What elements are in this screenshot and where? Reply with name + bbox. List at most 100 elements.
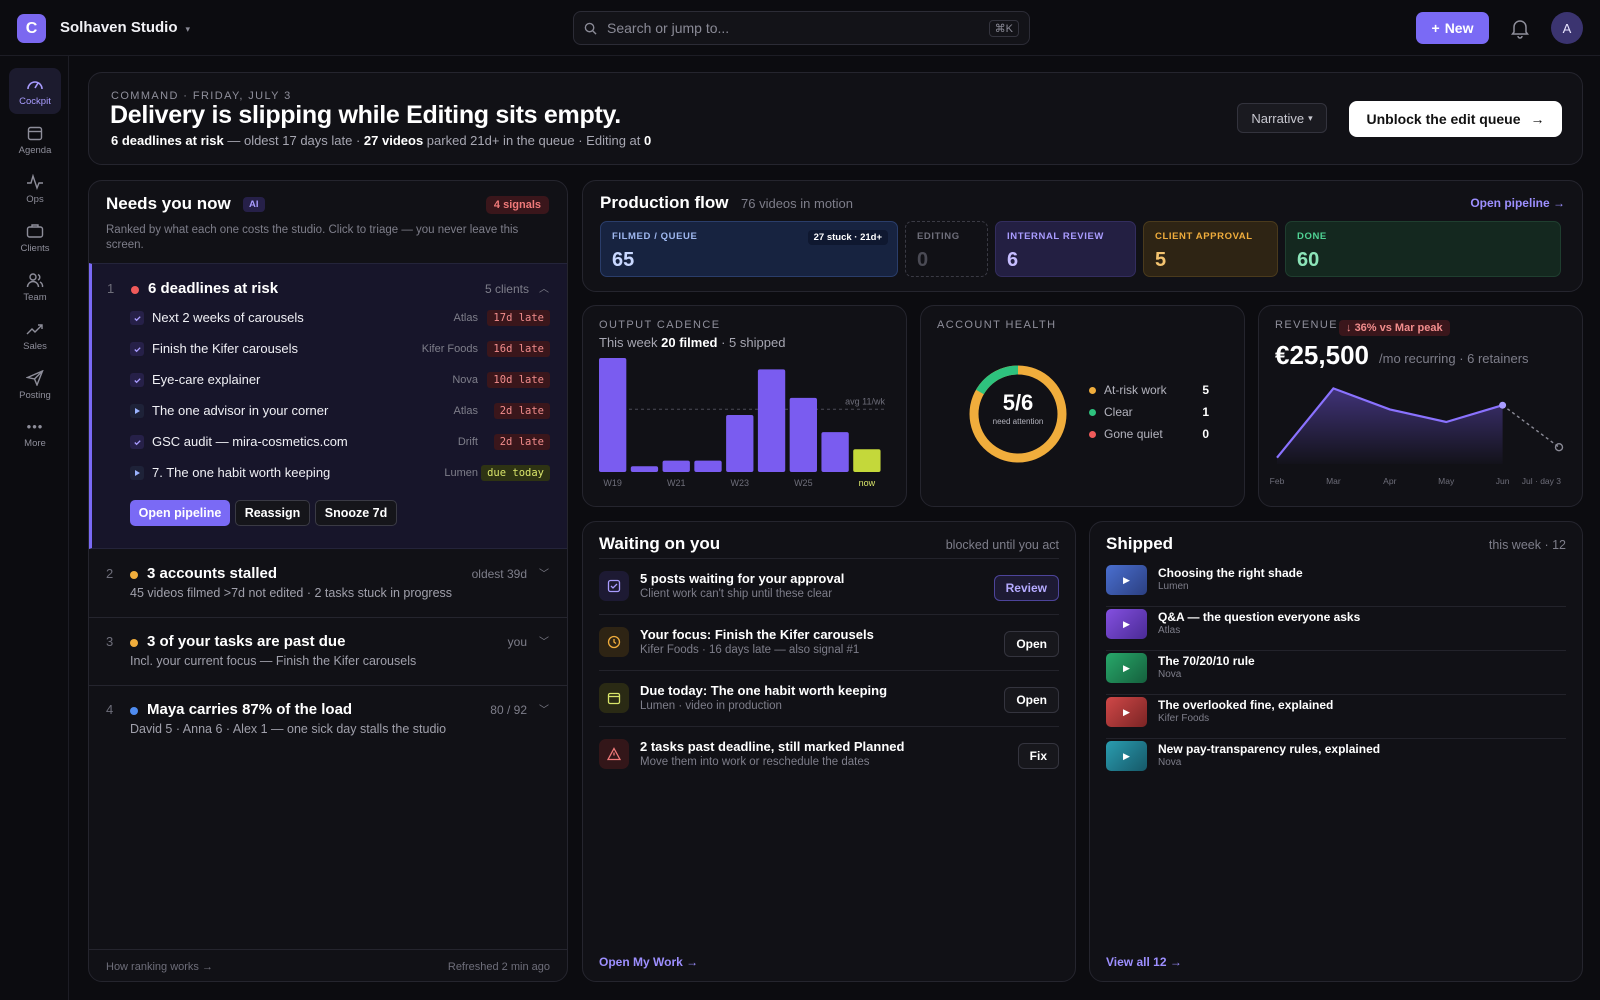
stage-internal-review[interactable]: INTERNAL REVIEW 6 [995,221,1136,277]
shipped-panel: Shipped this week · 12 ▶ Choosing the ri… [1089,521,1583,982]
sidebar-item-sales[interactable]: Sales [9,313,61,359]
item-title: 2 tasks past deadline, still marked Plan… [640,739,905,754]
briefcase-icon [26,223,44,238]
shipped-item[interactable]: ▶ New pay-transparency rules, explained … [1106,739,1566,783]
shipped-item[interactable]: ▶ Choosing the right shade Lumen [1106,563,1566,607]
stage-editing[interactable]: EDITING 0 [905,221,988,277]
signal-subtitle: Incl. your current focus — Finish the Ki… [130,654,417,668]
shipped-item[interactable]: ▶ The overlooked fine, explained Kifer F… [1106,695,1566,739]
late-badge: 2d late [493,434,550,450]
sidebar-item-cockpit[interactable]: Cockpit [9,68,61,114]
bar-W20 [630,466,659,472]
bell-icon[interactable] [1508,16,1532,40]
narrative-select[interactable]: Narrative ▾ [1237,103,1327,133]
panel-title: Needs you now [106,194,231,213]
snooze-button[interactable]: Snooze 7d [315,500,397,526]
reassign-button[interactable]: Reassign [235,500,310,526]
legend-value: 1 [1202,405,1209,419]
cadence-chart: avg 11/wk W19 W21 W23 W25 now [599,358,885,488]
app-logo[interactable]: C [17,14,46,43]
severity-dot [131,286,139,294]
video-thumbnail: ▶ [1106,741,1147,771]
open-button[interactable]: Open [1004,631,1059,657]
review-button[interactable]: Review [993,575,1059,601]
new-button[interactable]: + New [1416,12,1489,44]
chevron-up-icon[interactable]: ︿ [539,284,549,295]
item-subtitle: Client work can't ship until these clear [640,588,833,600]
revenue-change-badge: ↓ 36% vs Mar peak [1339,320,1450,336]
signal-title[interactable]: 3 of your tasks are past due [147,633,346,650]
open-button[interactable]: Open [1004,687,1059,713]
chevron-down-icon[interactable]: ﹀ [539,637,549,648]
item-client: Nova [1158,669,1182,680]
item-client: Atlas [1158,625,1181,636]
stage-value: 65 [612,249,635,271]
bar-W25 [789,397,817,472]
how-ranking-works-link[interactable]: How ranking works → [106,961,213,973]
narrative-label: Narrative [1251,110,1305,126]
open-my-work-link[interactable]: Open My Work → [599,955,699,969]
waiting-item[interactable]: 5 posts waiting for your approval Client… [599,558,1059,614]
tick-label: W19 [603,478,622,488]
shipped-item[interactable]: ▶ The 70/20/10 rule Nova [1106,651,1566,695]
open-pipeline-button[interactable]: Open pipeline [130,500,230,526]
signal-title[interactable]: 3 accounts stalled [147,565,278,582]
tick-label: W25 [794,478,813,488]
play-icon: ▶ [1123,662,1130,673]
sidebar-item-agenda[interactable]: Agenda [9,117,61,163]
gauge-icon [27,80,43,89]
open-pipeline-link[interactable]: Open pipeline → [1470,196,1565,210]
summary-filmed: 20 filmed [661,335,718,350]
stage-filmed-queue[interactable]: FILMED / QUEUE 65 27 stuck · 21d+ [600,221,898,277]
video-thumbnail: ▶ [1106,697,1147,727]
waiting-item[interactable]: 2 tasks past deadline, still marked Plan… [599,726,1059,782]
list-item[interactable]: GSC audit — mira-cosmetics.com Drift 2d … [130,431,550,455]
workspace-switcher[interactable]: Solhaven Studio ▾ [60,19,190,36]
signal-deadlines-at-risk[interactable]: 1 6 deadlines at risk 5 clients ︿ Next 2… [89,263,567,549]
sidebar-item-posting[interactable]: Posting [9,362,61,408]
list-item[interactable]: 7. The one habit worth keeping Lumen due… [130,462,550,486]
search-input[interactable] [607,20,989,36]
page-title: Delivery is slipping while Editing sits … [110,101,621,129]
sidebar-item-more[interactable]: ••• More [9,411,61,457]
list-item[interactable]: Eye-care explainer Nova 10d late [130,369,550,393]
signal-title[interactable]: Maya carries 87% of the load [147,701,353,718]
video-thumbnail: ▶ [1106,653,1147,683]
video-icon [130,404,144,418]
shipped-item[interactable]: ▶ Q&A — the question everyone asks Atlas [1106,607,1566,651]
chevron-down-icon[interactable]: ﹀ [539,705,549,716]
waiting-item[interactable]: Your focus: Finish the Kifer carousels K… [599,614,1059,670]
sidebar-item-ops[interactable]: Ops [9,166,61,212]
item-title: The one advisor in your corner [152,403,329,418]
sidebar-item-clients[interactable]: Clients [9,215,61,261]
bar-now [853,449,881,472]
unblock-edit-queue-button[interactable]: Unblock the edit queue → [1349,101,1562,137]
more-icon: ••• [26,418,44,434]
list-item[interactable]: The one advisor in your corner Atlas 2d … [130,400,550,424]
list-item[interactable]: Finish the Kifer carousels Kifer Foods 1… [130,338,550,362]
revenue-point [1499,401,1507,409]
fix-button[interactable]: Fix [1017,743,1059,769]
waiting-item[interactable]: Due today: The one habit worth keeping L… [599,670,1059,726]
severity-dot [130,571,138,579]
revenue-line [1276,387,1503,459]
task-icon [130,311,144,325]
chevron-down-icon[interactable]: ﹀ [539,569,549,580]
stage-client-approval[interactable]: CLIENT APPROVAL 5 [1143,221,1278,277]
sidebar-item-team[interactable]: Team [9,264,61,310]
item-title: Next 2 weeks of carousels [152,310,304,325]
stage-done[interactable]: DONE 60 [1285,221,1561,277]
search-bar[interactable]: ⌘K [573,11,1030,45]
item-subtitle: Lumen · video in production [640,700,782,712]
item-client: Nova [1158,757,1182,768]
view-all-shipped-link[interactable]: View all 12 → [1106,955,1182,969]
legend-value: 0 [1202,427,1209,441]
avatar[interactable]: A [1551,12,1583,44]
users-icon [26,272,44,287]
play-icon: ▶ [1123,618,1130,629]
signal-rank: 4 [106,702,114,717]
signal-meta: oldest 39d [471,567,527,581]
revenue-value: €25,500 [1275,340,1369,370]
list-item[interactable]: Next 2 weeks of carousels Atlas 17d late [130,307,550,331]
summary-videos: 27 videos [363,133,424,148]
